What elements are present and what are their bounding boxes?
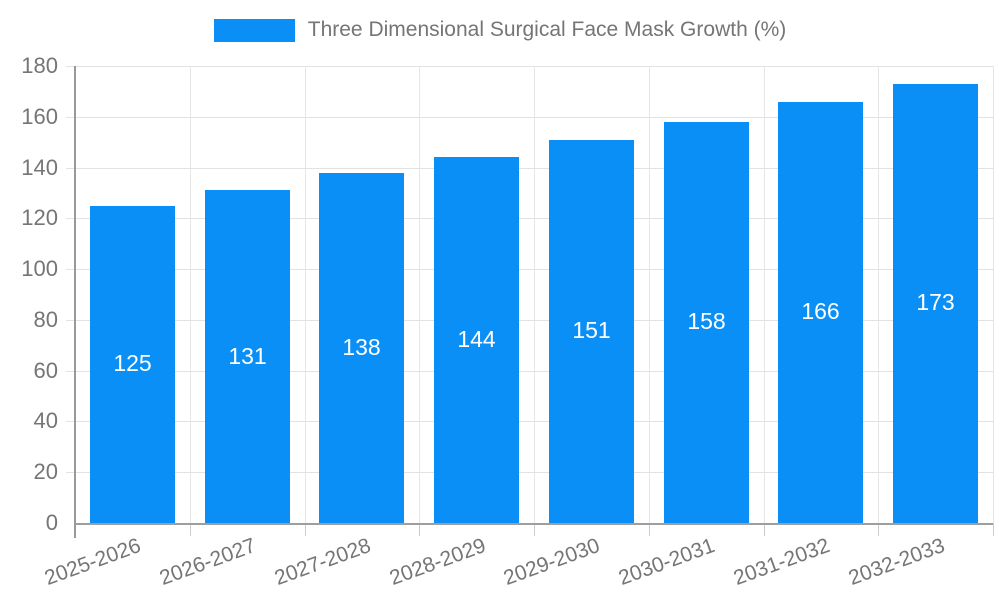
gridline-x-boundary [534, 66, 535, 523]
gridline-x-boundary [993, 66, 994, 523]
bar-2026-2027 [205, 190, 290, 523]
y-axis-tick-label: 180 [21, 53, 58, 78]
gridline-y60 [66, 371, 993, 372]
bar-2027-2028 [319, 173, 404, 523]
gridline-x-boundary [190, 66, 191, 523]
x-axis-tick [190, 523, 191, 536]
bar-2029-2030 [549, 140, 634, 523]
gridline-x-boundary [764, 66, 765, 523]
x-axis-tick [993, 523, 994, 536]
y-axis-tick-label: 40 [33, 408, 58, 433]
chart-legend: Three Dimensional Surgical Face Mask Gro… [0, 18, 1000, 42]
gridline-x-boundary [419, 66, 420, 523]
gridline-y40 [66, 421, 993, 422]
y-axis-tick-label: 60 [33, 358, 58, 383]
y-axis-line [74, 66, 76, 538]
gridline-y140 [66, 168, 993, 169]
gridline-y180 [66, 66, 993, 67]
bar-2025-2026 [90, 206, 175, 523]
gridline-x-boundary [305, 66, 306, 523]
x-axis-line [75, 523, 993, 525]
y-axis-tick-label: 100 [21, 256, 58, 281]
bar-2030-2031 [664, 122, 749, 523]
bar-value-label: 158 [687, 308, 726, 334]
bar-2031-2032 [778, 102, 863, 523]
legend-swatch-icon [213, 18, 295, 42]
y-axis-tick-label: 120 [21, 205, 58, 230]
x-axis-tick [419, 523, 420, 536]
gridline-y20 [66, 472, 993, 473]
x-axis-tick [649, 523, 650, 536]
bar-value-label: 151 [572, 317, 611, 343]
y-axis-tick-label: 140 [21, 155, 58, 180]
bar-value-label: 144 [457, 326, 496, 352]
gridline-y100 [66, 269, 993, 270]
bar-value-label: 166 [801, 298, 840, 324]
y-axis-tick-label: 160 [21, 104, 58, 129]
gridline-x-boundary [878, 66, 879, 523]
x-axis-tick [878, 523, 879, 536]
bar-value-label: 131 [228, 343, 267, 369]
gridline-y120 [66, 218, 993, 219]
y-axis-tick-label: 0 [45, 510, 58, 535]
bar-value-label: 138 [342, 334, 381, 360]
gridline-x-boundary [649, 66, 650, 523]
x-axis-tick [305, 523, 306, 536]
y-axis-tick-label: 80 [33, 307, 58, 332]
gridline-y80 [66, 320, 993, 321]
bar-value-label: 125 [113, 350, 152, 376]
bar-2032-2033 [893, 84, 978, 523]
x-axis-tick [764, 523, 765, 536]
y-axis-tick-label: 20 [33, 459, 58, 484]
bar-value-label: 173 [916, 289, 955, 315]
x-axis-tick [534, 523, 535, 536]
bar-2028-2029 [434, 157, 519, 523]
legend-label: Three Dimensional Surgical Face Mask Gro… [307, 18, 787, 41]
gridline-y160 [66, 117, 993, 118]
